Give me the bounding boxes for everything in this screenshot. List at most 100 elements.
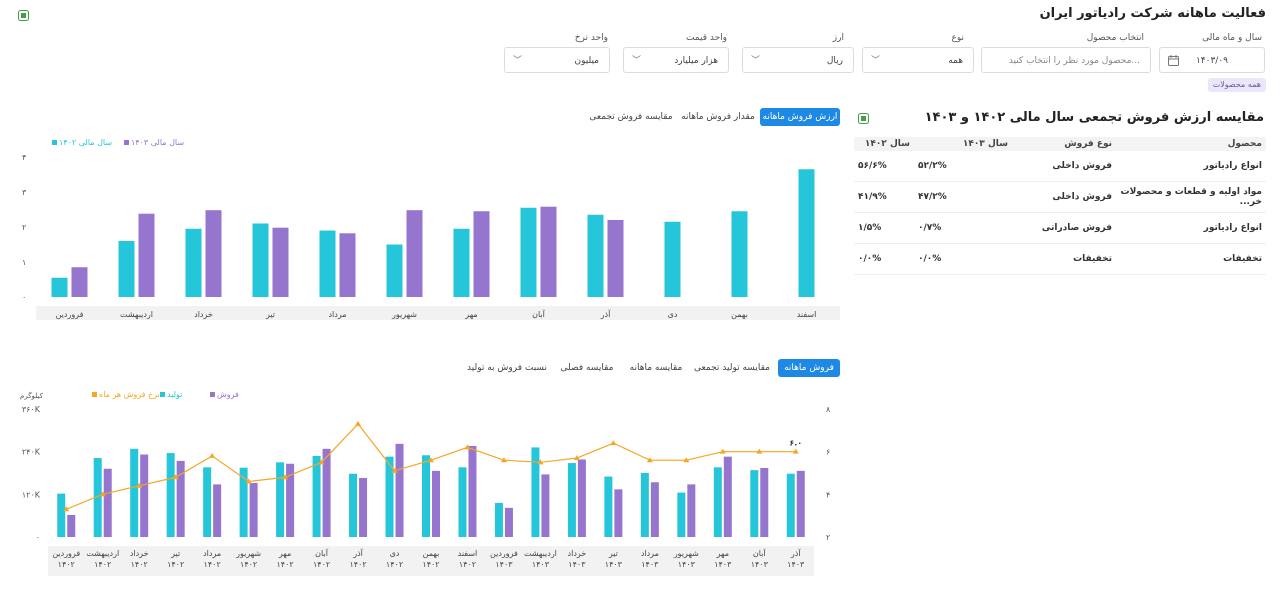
rate-marker[interactable] (355, 420, 362, 426)
bar-sales[interactable] (395, 443, 404, 537)
bar-sales[interactable] (249, 482, 258, 537)
bar-sales[interactable] (687, 484, 696, 537)
bar-production[interactable] (640, 473, 649, 537)
bar-production[interactable] (385, 456, 394, 537)
bar-production[interactable] (567, 463, 576, 537)
tab-monthly-sales[interactable]: فروش ماهانه (778, 359, 840, 377)
bar-production[interactable] (422, 455, 430, 537)
bar-sales[interactable] (67, 514, 76, 537)
bar-sales[interactable] (760, 468, 769, 537)
bar-production[interactable] (713, 467, 722, 537)
bar-1403[interactable] (71, 267, 88, 297)
bar-1402[interactable] (118, 241, 135, 297)
bar-sales[interactable] (140, 454, 149, 537)
bar-1403[interactable] (138, 213, 155, 297)
bar-1402[interactable] (51, 277, 68, 297)
bar-1403[interactable] (205, 210, 222, 297)
bar-production[interactable] (750, 470, 759, 537)
bar-1402[interactable] (798, 169, 815, 297)
bar-production[interactable] (312, 455, 321, 537)
fiscal-month-picker[interactable]: ۱۴۰۳/۰۹ (1159, 47, 1265, 73)
bar-1402[interactable] (520, 207, 537, 297)
bar-sales[interactable] (541, 474, 550, 537)
bar-sales[interactable] (577, 459, 586, 537)
all-products-badge[interactable]: همه محصولات (1207, 78, 1266, 92)
export-icon[interactable] (858, 113, 869, 124)
rate-marker[interactable] (573, 455, 580, 461)
bar-1402[interactable] (319, 230, 336, 298)
tab-cumulative-production[interactable]: مقایسه تولید تجمعی (694, 363, 770, 373)
bar-sales[interactable] (796, 470, 805, 537)
rate-marker[interactable] (792, 448, 799, 454)
bar-sales[interactable] (103, 468, 112, 537)
rate-marker[interactable] (318, 459, 325, 465)
bar-production[interactable] (166, 453, 175, 537)
bar-sales[interactable] (213, 484, 222, 537)
rate-marker[interactable] (391, 467, 398, 473)
bar-1403[interactable] (607, 220, 624, 297)
bar-1402[interactable] (386, 244, 403, 298)
bar-1402[interactable] (731, 211, 748, 297)
rate-marker[interactable] (428, 457, 434, 463)
rate-marker[interactable] (282, 474, 289, 480)
bar-1402[interactable] (185, 228, 202, 297)
bar-sales[interactable] (723, 456, 732, 537)
bar-production[interactable] (458, 467, 467, 537)
rate-marker[interactable] (610, 440, 617, 446)
rate-unit-select[interactable]: میلیون ﹀ (504, 47, 610, 73)
bar-sales[interactable] (468, 445, 477, 537)
tab-monthly-sales-value[interactable]: ارزش فروش ماهانه (760, 108, 840, 126)
tab-seasonal-comparison[interactable]: مقایسه فصلی (560, 363, 614, 373)
bar-production[interactable] (203, 467, 212, 537)
price-unit-select[interactable]: هزار میلیارد ﹀ (623, 47, 729, 73)
bar-1402[interactable] (453, 228, 470, 297)
rate-marker[interactable] (63, 506, 70, 512)
rate-marker[interactable] (683, 457, 690, 463)
tab-monthly-sales-quantity[interactable]: مقدار فروش ماهانه (681, 112, 755, 122)
rate-marker[interactable] (537, 459, 544, 465)
rate-marker[interactable] (500, 457, 507, 463)
rate-marker[interactable] (209, 452, 216, 458)
bar-production[interactable] (130, 448, 139, 537)
tab-sales-to-production[interactable]: نسبت فروش به تولید (467, 363, 547, 373)
tab-cumulative-comparison[interactable]: مقایسه فروش تجمعی (589, 112, 673, 122)
bar-sales[interactable] (650, 482, 659, 537)
bar-1403[interactable] (339, 233, 356, 297)
bar-production[interactable] (677, 492, 686, 537)
bar-1402[interactable] (252, 223, 269, 298)
bar-sales[interactable] (504, 507, 513, 537)
bar-1403[interactable] (406, 210, 423, 297)
bar-sales[interactable] (322, 448, 331, 537)
rate-marker[interactable] (464, 444, 471, 450)
bar-production[interactable] (239, 467, 248, 537)
export-icon[interactable] (18, 10, 29, 21)
rate-marker[interactable] (99, 491, 106, 497)
bar-production[interactable] (604, 476, 613, 537)
bar-production[interactable] (494, 502, 503, 537)
rate-marker[interactable] (756, 448, 763, 454)
bar-sales[interactable] (286, 463, 295, 537)
bar-production[interactable] (349, 473, 358, 537)
bar-production[interactable] (276, 462, 285, 537)
bar-production[interactable] (57, 493, 66, 537)
bar-sales[interactable] (614, 489, 623, 537)
bar-production[interactable] (93, 458, 102, 537)
bar-sales[interactable] (359, 477, 368, 537)
type-select[interactable]: همه ﹀ (862, 47, 974, 73)
bar-1403[interactable] (473, 211, 490, 297)
bar-production[interactable] (786, 473, 795, 537)
bar-production[interactable] (531, 447, 540, 537)
bar-1402[interactable] (664, 221, 681, 297)
bar-1403[interactable] (272, 227, 289, 297)
rate-marker[interactable] (646, 457, 653, 463)
tab-monthly-comparison[interactable]: مقایسه ماهانه (629, 363, 683, 373)
bar-sales[interactable] (432, 470, 440, 537)
rate-marker[interactable] (719, 448, 726, 454)
product-select[interactable]: محصول مورد نظر را انتخاب کنید... (981, 47, 1151, 73)
currency-select[interactable]: ریال ﹀ (742, 47, 854, 73)
rate-marker[interactable] (245, 478, 252, 484)
rate-marker[interactable] (172, 474, 179, 480)
bar-1403[interactable] (540, 206, 557, 297)
bar-1402[interactable] (587, 214, 604, 297)
bar-sales[interactable] (176, 460, 185, 537)
